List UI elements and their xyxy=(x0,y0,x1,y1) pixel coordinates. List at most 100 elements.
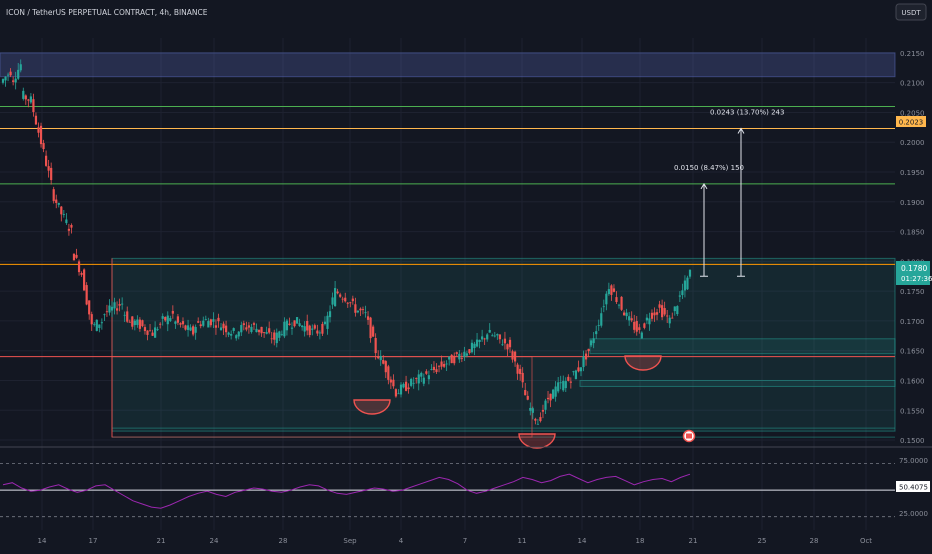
candle-body xyxy=(217,317,220,322)
candle xyxy=(242,320,245,331)
candle-body xyxy=(14,78,17,83)
candle-body xyxy=(290,327,294,329)
rsi-line xyxy=(2,473,691,509)
candle xyxy=(612,284,616,293)
candle xyxy=(539,412,542,423)
candle-body xyxy=(562,380,565,391)
candle xyxy=(148,323,152,332)
candle-body xyxy=(635,321,638,332)
candle xyxy=(141,319,144,328)
candle-body xyxy=(653,312,656,316)
candle xyxy=(488,323,491,333)
orange-level-price-label: 0.2023 xyxy=(896,116,926,127)
candle xyxy=(14,71,17,90)
candle-body xyxy=(666,315,669,317)
candle xyxy=(214,319,218,335)
rsi-pane[interactable] xyxy=(0,463,895,518)
candle xyxy=(34,112,38,125)
candle xyxy=(473,341,476,356)
candle xyxy=(620,296,623,311)
candle-body xyxy=(392,379,395,387)
candle-body xyxy=(648,318,651,325)
candle-body xyxy=(6,74,10,76)
candle xyxy=(62,209,65,218)
currency-button[interactable]: USDT xyxy=(895,3,927,21)
candle xyxy=(496,333,499,340)
time-tick-label: 24 xyxy=(210,537,219,545)
candle xyxy=(673,306,676,316)
candle-body xyxy=(24,95,27,100)
candle-body xyxy=(336,291,339,294)
candle-body xyxy=(686,277,689,290)
candle-body xyxy=(356,310,360,313)
candle xyxy=(587,348,590,358)
orange-level-price-text: 0.2023 xyxy=(899,119,924,127)
candle xyxy=(227,331,230,338)
candle xyxy=(263,331,266,338)
price-tick-label: 0.1950 xyxy=(900,169,925,177)
candle-body xyxy=(417,374,420,384)
candle xyxy=(552,388,555,399)
rsi-axis: 75.0000 25.0000 50.4075 xyxy=(896,457,930,518)
candle xyxy=(678,291,681,303)
time-tick-label: 14 xyxy=(578,537,587,545)
candle xyxy=(389,376,392,389)
candle-body xyxy=(121,303,124,305)
candle-body xyxy=(301,325,304,328)
candle xyxy=(17,63,20,81)
candle-body xyxy=(359,308,362,311)
candle-body xyxy=(93,323,96,325)
candle xyxy=(118,298,121,312)
candle-body xyxy=(27,99,30,101)
candle-body xyxy=(437,365,441,367)
candle xyxy=(681,283,684,299)
candle-body xyxy=(564,381,567,389)
candle-body xyxy=(202,320,205,326)
candle-body xyxy=(435,369,438,372)
candle-body xyxy=(339,294,342,297)
candle-body xyxy=(430,369,433,370)
candle xyxy=(437,365,441,373)
candle-body xyxy=(584,353,588,360)
candle-body xyxy=(55,199,58,203)
candle-body xyxy=(227,332,230,335)
candle xyxy=(384,360,387,379)
candle xyxy=(394,388,398,398)
candle-body xyxy=(369,317,372,339)
candle xyxy=(534,417,537,425)
candle xyxy=(306,314,309,336)
candle xyxy=(506,343,509,356)
grid-layer xyxy=(0,38,895,530)
candle xyxy=(516,362,519,380)
candle xyxy=(237,330,240,340)
candle xyxy=(197,317,200,324)
candle xyxy=(121,297,124,310)
candle xyxy=(311,324,314,336)
candle-body xyxy=(366,316,370,320)
candle xyxy=(501,339,504,346)
candle xyxy=(301,325,304,331)
candle-body xyxy=(179,323,182,325)
candle-body xyxy=(164,316,167,321)
candle xyxy=(567,374,570,382)
candle xyxy=(526,391,529,401)
candle xyxy=(83,268,86,291)
candle xyxy=(52,186,55,204)
candle xyxy=(12,76,15,86)
candle-body xyxy=(448,356,451,360)
candle-body xyxy=(143,327,147,332)
candles-layer[interactable] xyxy=(1,59,692,425)
candle-body xyxy=(186,325,190,330)
candle-body xyxy=(681,290,684,296)
candle-body xyxy=(625,312,628,317)
candle-body xyxy=(171,310,174,314)
candle xyxy=(531,406,534,420)
candle xyxy=(465,350,469,358)
time-tick-label: 25 xyxy=(758,537,767,545)
time-axis[interactable]: 14 17 21 24 28 Sep 4 7 11 14 18 21 25 28 Oct xyxy=(38,537,873,545)
candle xyxy=(72,253,76,261)
candle xyxy=(549,393,552,408)
candle xyxy=(508,337,512,353)
